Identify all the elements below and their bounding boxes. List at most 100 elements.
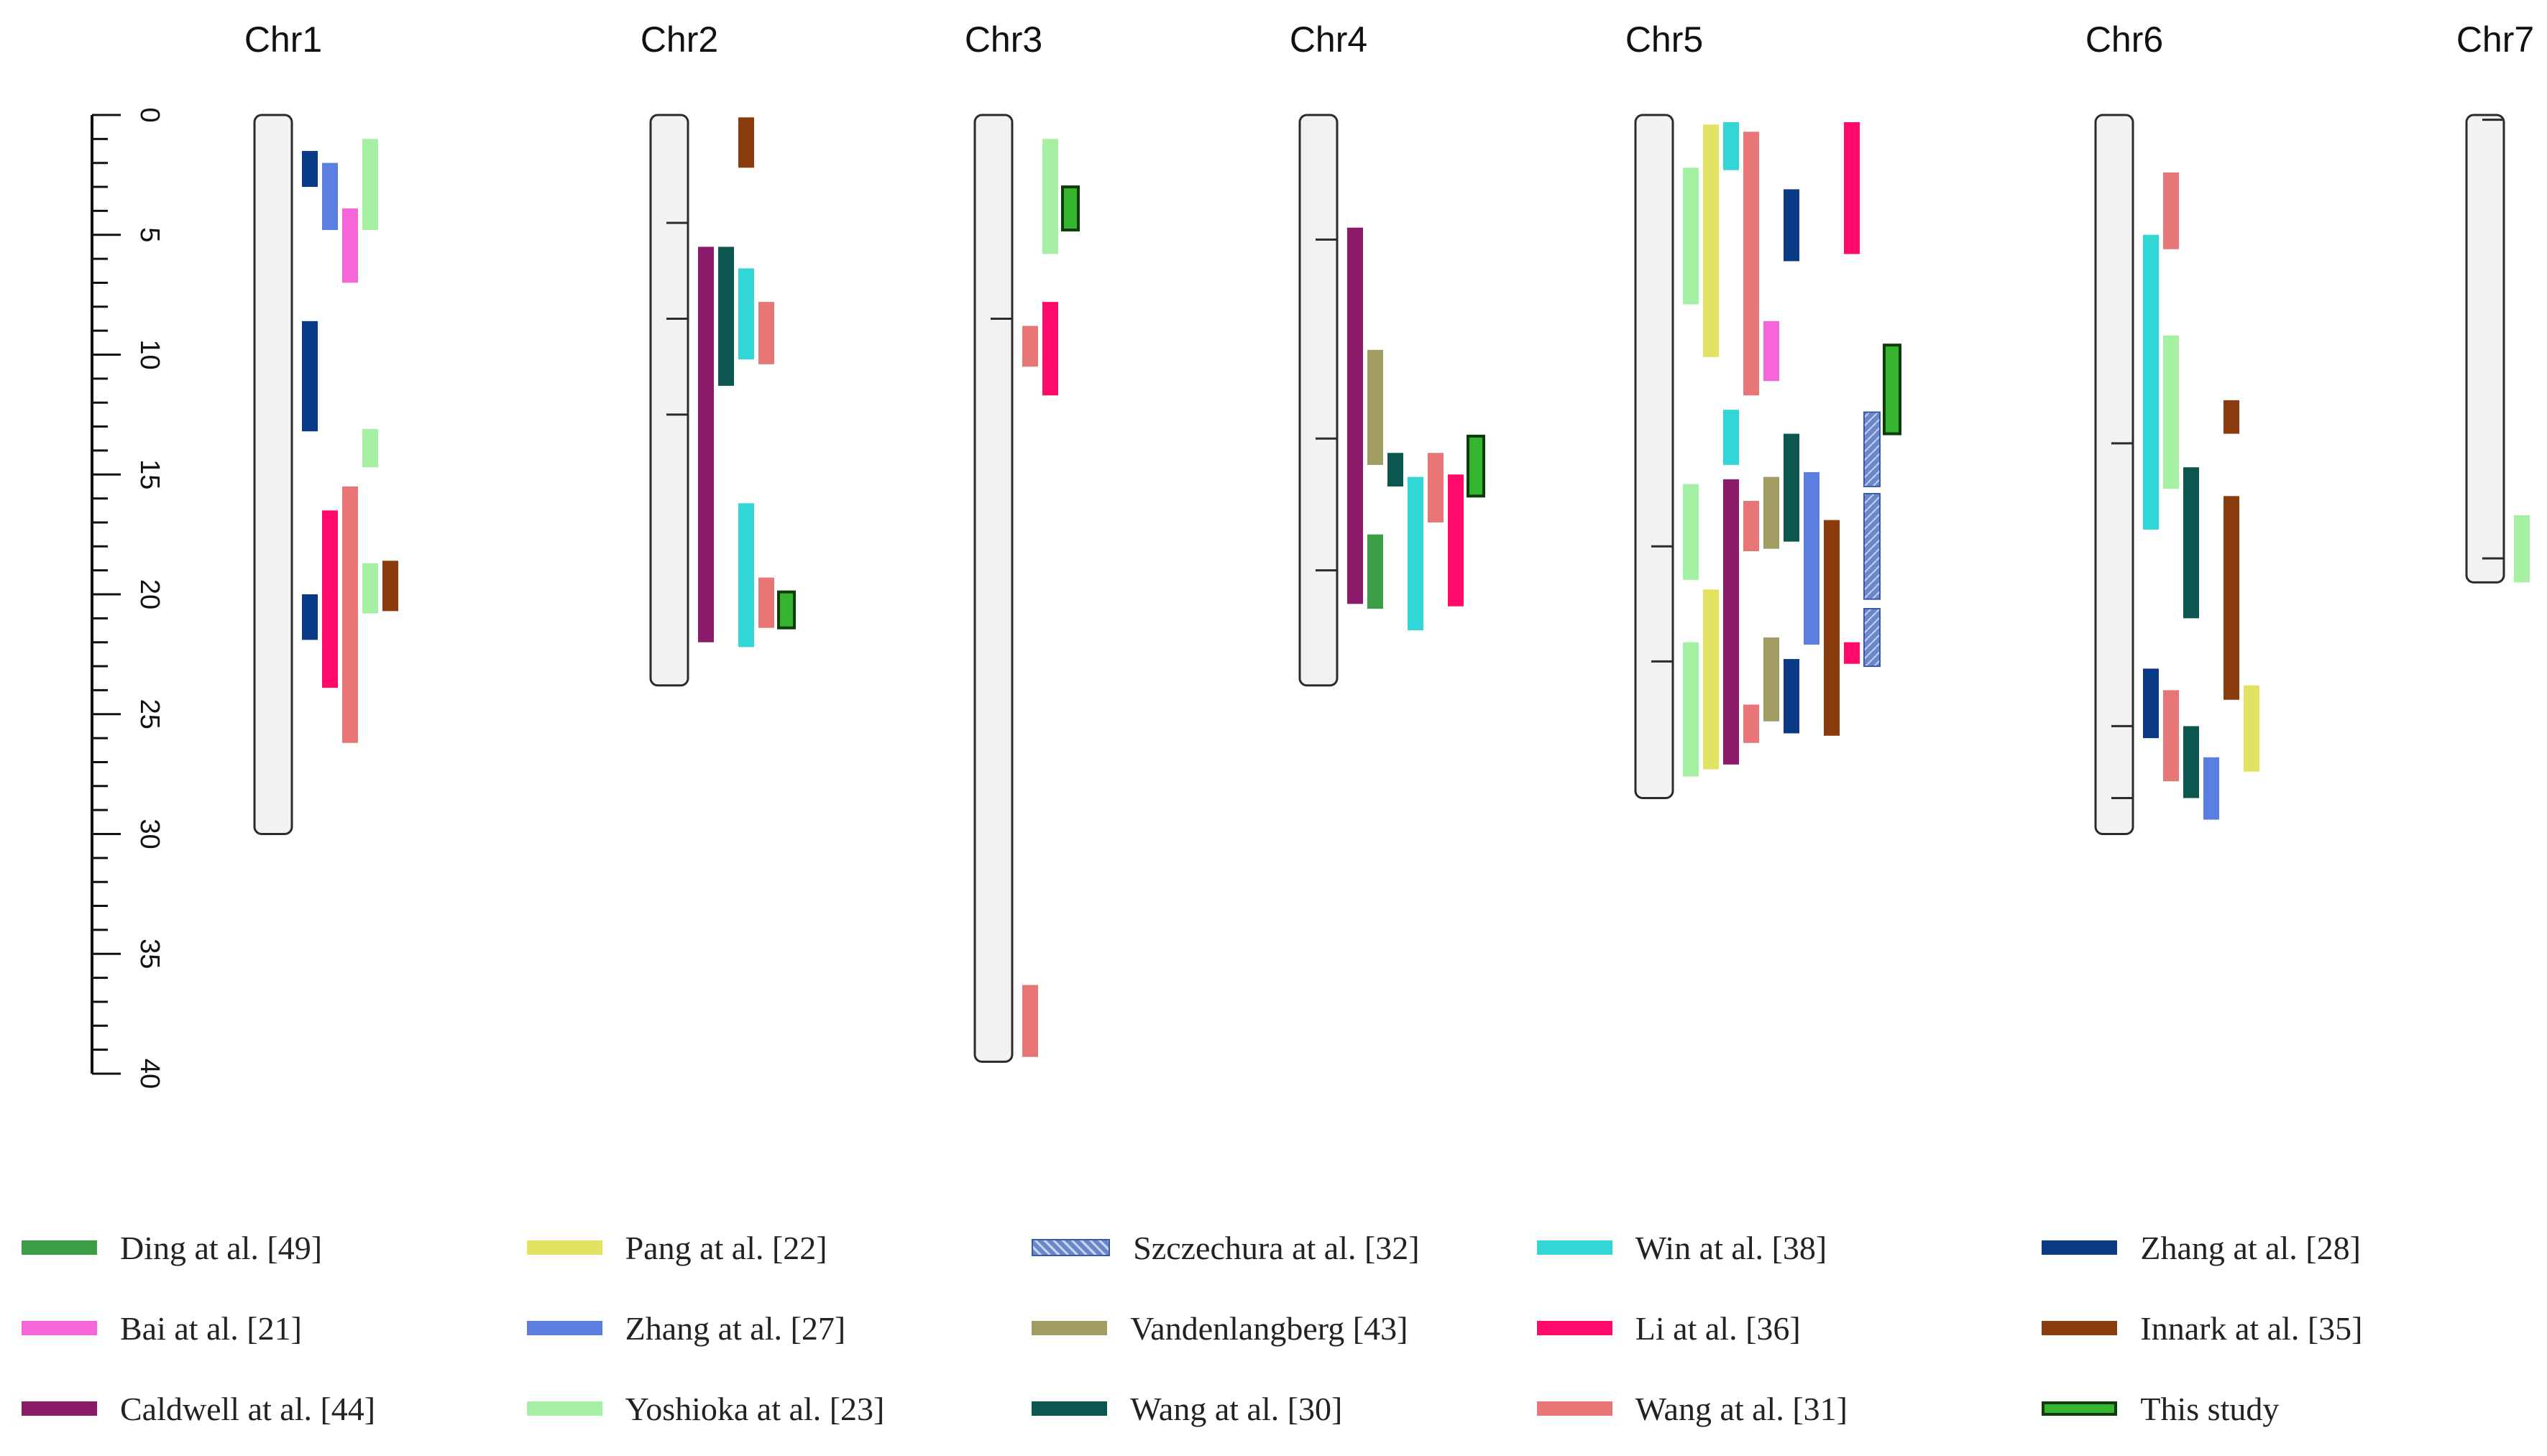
legend-item: Win at al. [38] bbox=[1536, 1207, 2042, 1288]
qtl-bar-inn bbox=[382, 561, 398, 612]
qtl-bar-wang31 bbox=[342, 486, 358, 743]
legend: Ding at al. [49] Bai at al. [21] Caldwel… bbox=[0, 1207, 2547, 1456]
qtl-bar-yosh bbox=[2163, 335, 2179, 489]
qtl-bar-yosh bbox=[362, 428, 378, 468]
legend-label: Zhang at al. [28] bbox=[2140, 1229, 2361, 1266]
legend-swatch bbox=[2042, 1240, 2118, 1255]
legend-swatch bbox=[2042, 1401, 2118, 1416]
tick-label: 10 bbox=[134, 339, 165, 369]
qtl-bar-pang bbox=[1703, 589, 1719, 770]
qtl-bar-wang31 bbox=[1022, 326, 1038, 367]
qtl-bar-zh28 bbox=[302, 151, 318, 188]
qtl-bar-ding bbox=[1367, 534, 1383, 609]
qtl-bar-yosh bbox=[2514, 515, 2530, 583]
qtl-bar-yosh bbox=[362, 139, 378, 231]
legend-swatch bbox=[1536, 1401, 1612, 1416]
qtl-bar-zh27 bbox=[2203, 757, 2219, 820]
legend-swatch bbox=[526, 1401, 602, 1416]
qtl-bars bbox=[302, 117, 2530, 1057]
qtl-bar-inn bbox=[2224, 496, 2239, 700]
qtl-bar-wang31 bbox=[1743, 500, 1759, 551]
qtl-bar-bai bbox=[342, 208, 358, 283]
legend-item: Li at al. [36] bbox=[1536, 1288, 2042, 1368]
qtl-bar-cald bbox=[1347, 227, 1363, 604]
scale-axis: 0 5 10 15 20 25 30 35 40 bbox=[91, 107, 165, 1089]
qtl-bar-this bbox=[777, 590, 796, 630]
legend-item: Wang at al. [31] bbox=[1536, 1368, 2042, 1449]
legend-item: Ding at al. [49] bbox=[22, 1207, 527, 1288]
qtl-bar-wang30 bbox=[718, 246, 734, 386]
legend-swatch bbox=[22, 1240, 97, 1255]
legend-item: Wang at al. [30] bbox=[1032, 1368, 1537, 1449]
qtl-bar-yosh bbox=[1683, 642, 1699, 777]
qtl-bar-win bbox=[1723, 122, 1739, 170]
qtl-bar-zh27 bbox=[1804, 471, 1819, 645]
legend-label: This study bbox=[2140, 1390, 2280, 1427]
qtl-bar-wang31 bbox=[2163, 172, 2179, 249]
chromosomes: Chr1 Chr2 Chr3 Chr4 Chr5 Chr6 Chr7 bbox=[244, 19, 2534, 1063]
legend-swatch bbox=[2042, 1321, 2118, 1335]
qtl-bar-vand bbox=[1763, 637, 1779, 722]
tick-label: 15 bbox=[134, 459, 165, 489]
qtl-bar-yosh bbox=[1683, 167, 1699, 305]
qtl-bar-wang31 bbox=[2163, 690, 2179, 782]
legend-label: Pang at al. [22] bbox=[625, 1229, 827, 1266]
qtl-bar-inn bbox=[738, 117, 754, 168]
chromosome-body bbox=[253, 114, 293, 835]
legend-label: Yoshioka at al. [23] bbox=[625, 1390, 885, 1427]
legend-item: Szczechura at al. [32] bbox=[1032, 1207, 1537, 1288]
qtl-bar-win bbox=[738, 503, 754, 648]
legend-item: Caldwell at al. [44] bbox=[22, 1368, 527, 1449]
qtl-bar-wang31 bbox=[758, 577, 774, 628]
qtl-bar-win bbox=[738, 268, 754, 360]
qtl-bar-wang30 bbox=[2183, 467, 2199, 619]
legend-swatch bbox=[526, 1321, 602, 1335]
chromosome-body bbox=[2094, 114, 2134, 835]
qtl-bar-pang bbox=[2244, 685, 2259, 772]
qtl-bar-inn bbox=[2224, 400, 2239, 434]
qtl-bar-vand bbox=[1763, 476, 1779, 549]
qtl-bar-szcz bbox=[1863, 411, 1881, 487]
qtl-bar-li bbox=[322, 510, 338, 688]
legend-swatch bbox=[22, 1401, 97, 1416]
qtl-bar-zh27 bbox=[322, 162, 338, 231]
qtl-bar-wang30 bbox=[2183, 726, 2199, 798]
tick-label: 20 bbox=[134, 579, 165, 609]
legend-label: Li at al. [36] bbox=[1635, 1309, 1801, 1347]
legend-swatch bbox=[22, 1321, 97, 1335]
legend-swatch bbox=[1536, 1321, 1612, 1335]
legend-item: Innark at al. [35] bbox=[2042, 1288, 2547, 1368]
qtl-bar-pang bbox=[1703, 124, 1719, 357]
legend-item: Pang at al. [22] bbox=[526, 1207, 1032, 1288]
qtl-bar-inn bbox=[1824, 520, 1840, 736]
qtl-bar-zh28 bbox=[302, 594, 318, 640]
qtl-bar-wang30 bbox=[1387, 453, 1403, 487]
qtl-bar-win bbox=[1408, 476, 1423, 631]
qtl-bar-wang31 bbox=[1022, 985, 1038, 1057]
qtl-bar-zh28 bbox=[302, 321, 318, 432]
legend-item: Bai at al. [21] bbox=[22, 1288, 527, 1368]
qtl-bar-vand bbox=[1367, 349, 1383, 465]
chromosome-label: Chr4 bbox=[1290, 19, 1367, 60]
legend-swatch bbox=[1032, 1321, 1108, 1335]
qtl-bar-yosh bbox=[362, 563, 378, 614]
tick-label: 5 bbox=[134, 227, 165, 242]
qtl-bar-wang31 bbox=[1428, 453, 1444, 522]
qtl-bar-bai bbox=[1763, 321, 1779, 382]
qtl-bar-win bbox=[1723, 410, 1739, 465]
chromosome-label: Chr6 bbox=[2085, 19, 2163, 60]
qtl-bar-zh28 bbox=[1784, 189, 1799, 262]
qtl-bar-li bbox=[1844, 122, 1860, 254]
legend-label: Wang at al. [31] bbox=[1635, 1390, 1848, 1427]
legend-swatch bbox=[1032, 1239, 1111, 1256]
qtl-bar-this bbox=[1883, 344, 1901, 436]
qtl-bar-li bbox=[1844, 642, 1860, 664]
legend-item: Zhang at al. [27] bbox=[526, 1288, 1032, 1368]
qtl-bar-li bbox=[1042, 302, 1058, 396]
legend-label: Zhang at al. [27] bbox=[625, 1309, 846, 1347]
tick-label: 40 bbox=[134, 1059, 165, 1089]
chromosome-label: Chr1 bbox=[244, 19, 322, 60]
legend-label: Win at al. [38] bbox=[1635, 1229, 1827, 1266]
legend-label: Bai at al. [21] bbox=[120, 1309, 302, 1347]
qtl-bar-szcz bbox=[1863, 608, 1881, 668]
